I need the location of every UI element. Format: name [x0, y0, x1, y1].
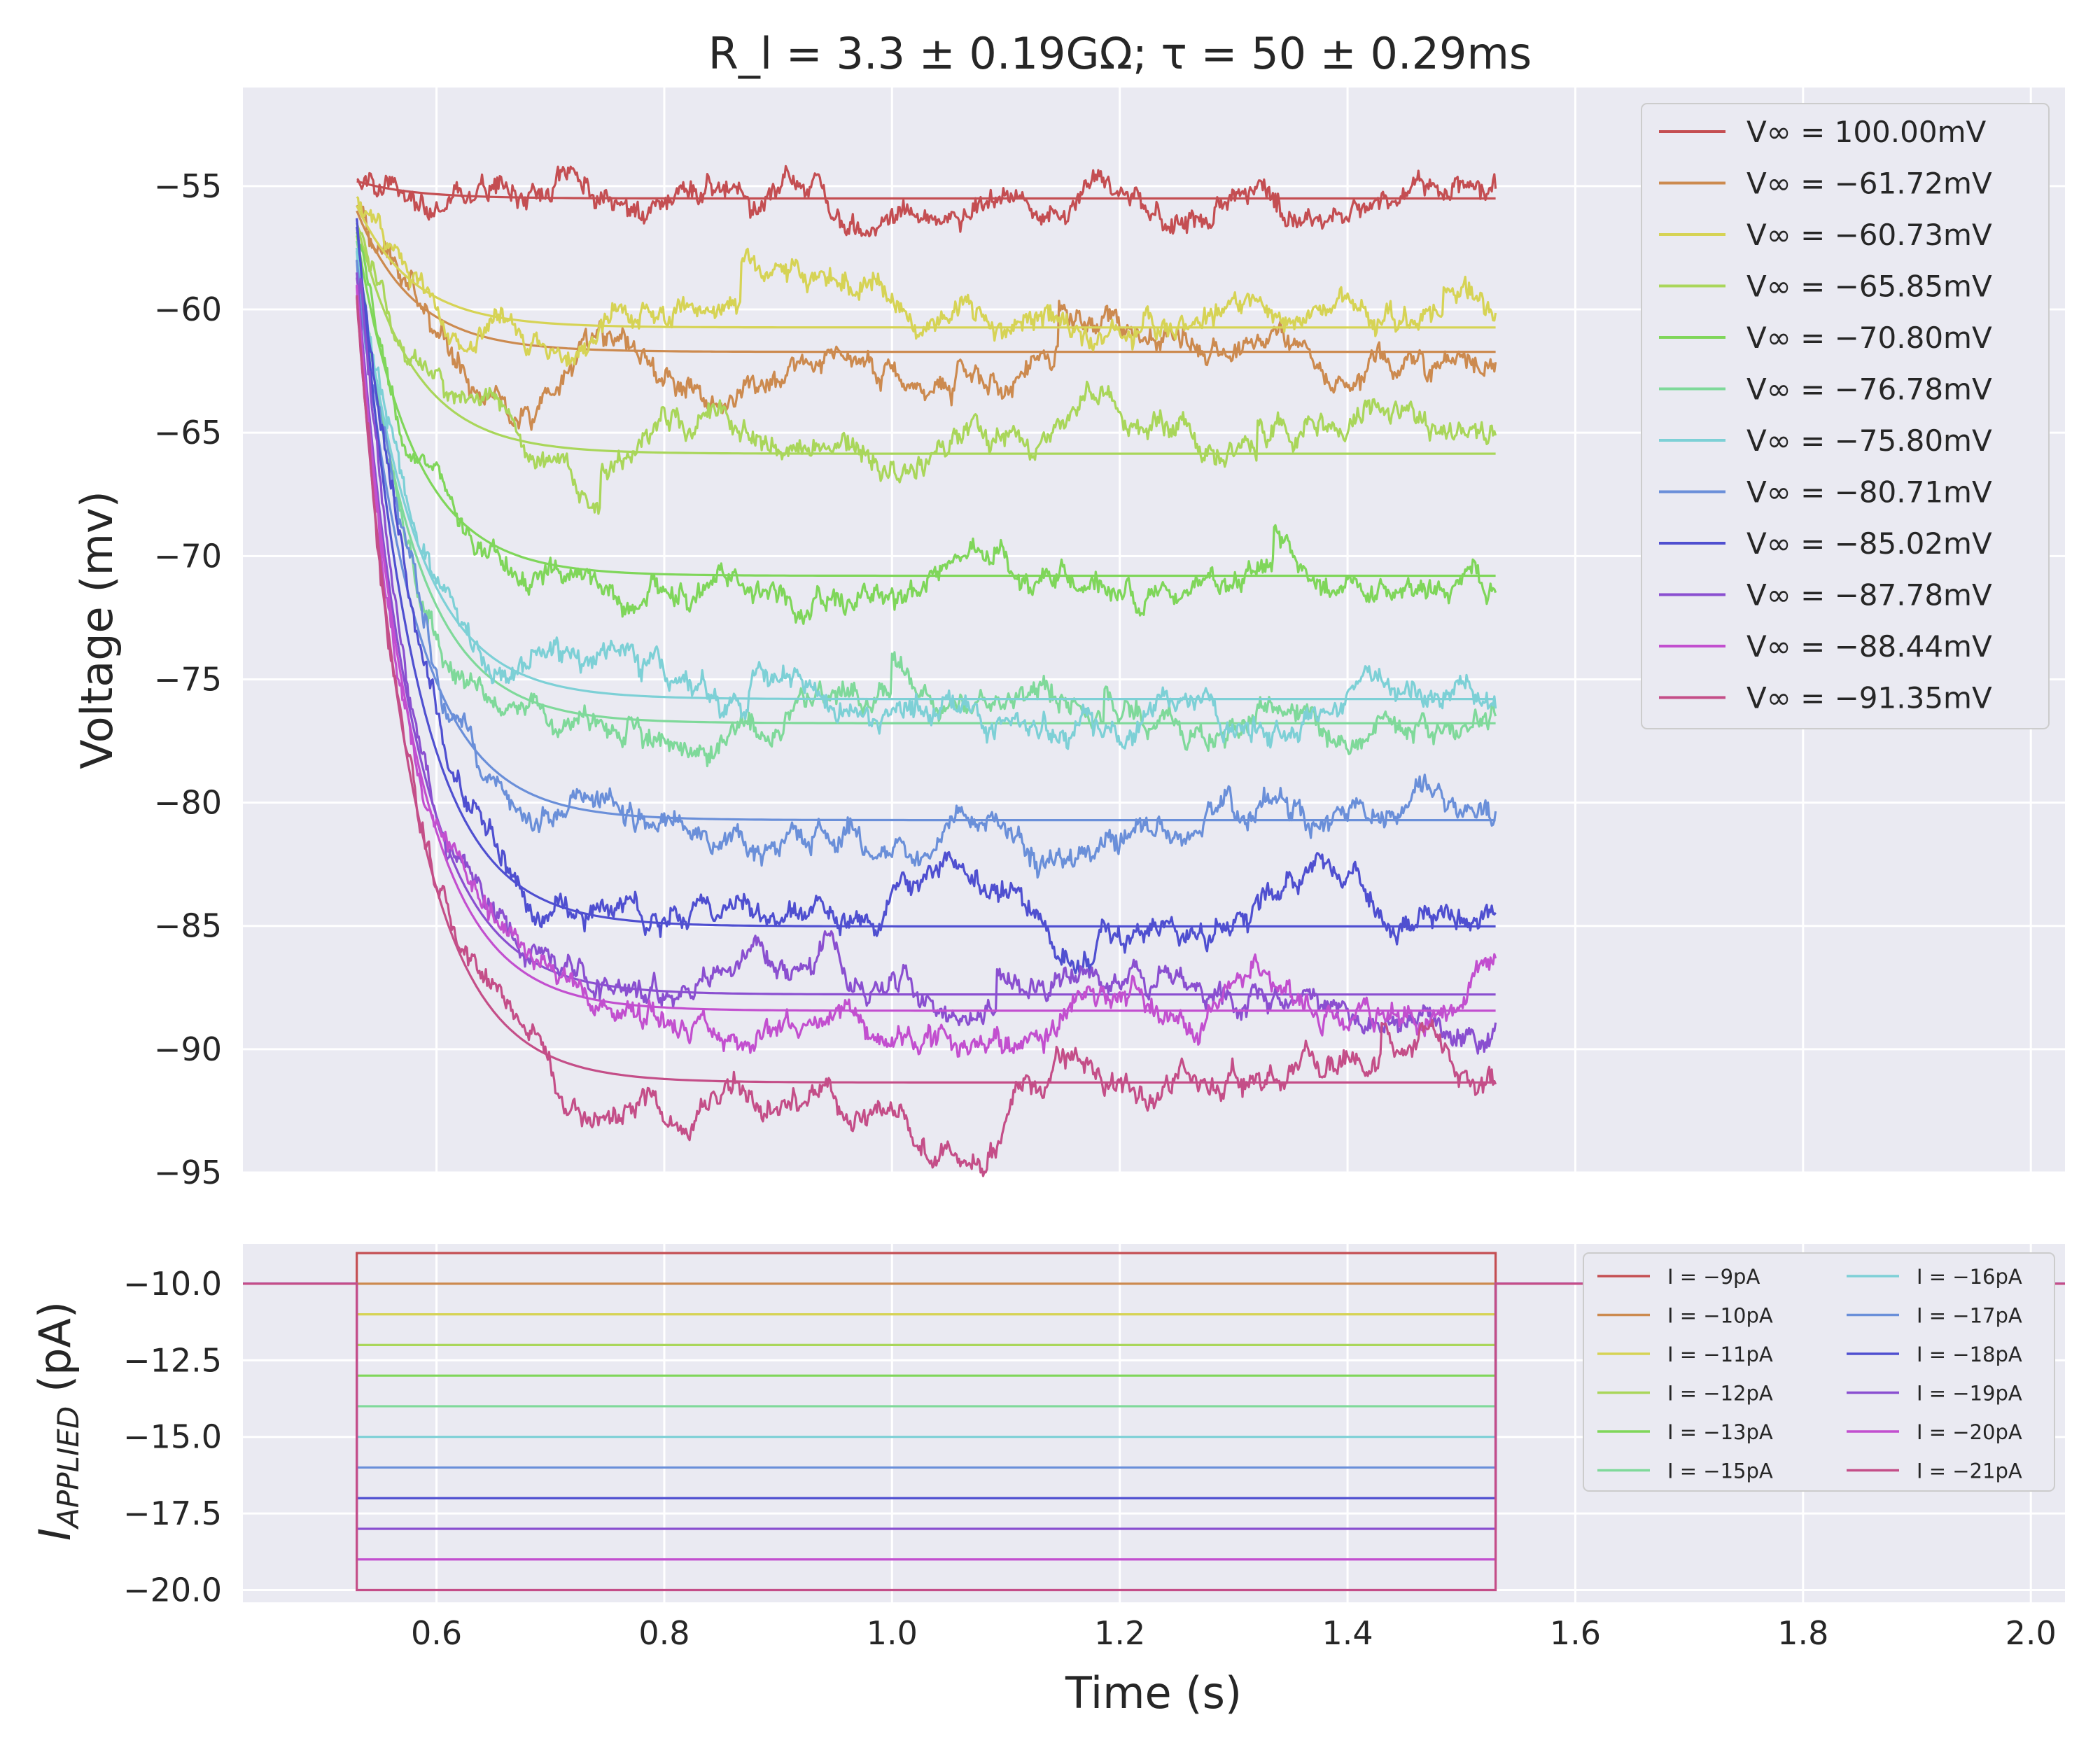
voltage-trace [356, 251, 1497, 750]
current-x-ticks: 0.6 0.8 1.0 1.2 1.4 1.6 1.8 2.0 [411, 1614, 2057, 1652]
x-tick-label: 1.0 [867, 1614, 918, 1652]
voltage-trace [356, 231, 1497, 625]
i-legend-label: I = −20pA [1917, 1420, 2022, 1444]
v-tick-label: −85 [154, 907, 222, 945]
voltage-fit [356, 247, 1496, 724]
i-legend-label: I = −11pA [1667, 1343, 1773, 1366]
i-legend-label: I = −12pA [1667, 1382, 1773, 1406]
current-y-ticks: −10.0 −12.5 −15.0 −17.5 −20.0 [123, 1265, 222, 1609]
current-y-axis-label: IAPPLIED (pA) [29, 1301, 85, 1541]
voltage-trace [356, 286, 1497, 1058]
voltage-fit [356, 210, 1496, 354]
voltage-trace [356, 164, 1497, 238]
voltage-fit [356, 247, 1496, 701]
v-legend-label: V∞ = −65.85mV [1746, 270, 1992, 304]
voltage-fit [356, 284, 1496, 1012]
i-tick-label: −10.0 [123, 1265, 222, 1303]
i-tick-label: −15.0 [123, 1418, 222, 1456]
x-tick-label: 0.8 [638, 1614, 690, 1652]
v-legend-label: V∞ = −70.80mV [1746, 321, 1992, 355]
v-tick-label: −75 [154, 660, 222, 698]
i-tick-label: −17.5 [123, 1494, 222, 1532]
voltage-fit [356, 223, 1496, 455]
v-legend-label: V∞ = −80.71mV [1746, 475, 1992, 510]
voltage-fit [356, 260, 1496, 822]
v-tick-label: −55 [154, 167, 222, 205]
i-tick-label: −12.5 [123, 1341, 222, 1379]
voltage-legend-entries: V∞ = 100.00mV V∞ = −61.72mV V∞ = −60.73mV V… [1659, 115, 1992, 715]
x-tick-label: 1.6 [1550, 1614, 1601, 1652]
chart-title: R_l = 3.3 ± 0.19GΩ; τ = 50 ± 0.29ms [708, 28, 1532, 79]
voltage-fit [356, 235, 1496, 578]
v-tick-label: −65 [154, 414, 222, 451]
voltage-fit [356, 180, 1496, 200]
v-legend-label: V∞ = −87.78mV [1746, 578, 1992, 612]
v-tick-label: −70 [154, 537, 222, 575]
x-tick-label: 1.2 [1094, 1614, 1145, 1652]
voltage-y-axis-label: Voltage (mv) [71, 491, 122, 769]
v-tick-label: −80 [154, 784, 222, 822]
voltage-panel: −55 −60 −65 −70 −75 −80 −85 −90 −95 Voltage (mv)… [71, 88, 2065, 1191]
i-legend-label: I = −17pA [1917, 1304, 2022, 1328]
x-tick-label: 0.6 [411, 1614, 462, 1652]
i-legend-label: I = −18pA [1917, 1343, 2022, 1366]
current-legend: I = −9pA I = −10pA I = −11pA I = −12pA I = −… [1583, 1252, 2055, 1492]
current-legend-box [1583, 1252, 2055, 1492]
x-tick-label: 1.8 [1777, 1614, 1828, 1652]
i-legend-label: I = −9pA [1667, 1265, 1760, 1289]
i-legend-label: I = −10pA [1667, 1304, 1773, 1328]
v-tick-label: −60 [154, 290, 222, 328]
x-tick-label: 2.0 [2005, 1614, 2057, 1652]
current-y-label-subscript: APPLIED [51, 1406, 85, 1530]
voltage-fit [356, 205, 1496, 329]
voltage-trace [356, 277, 1497, 1055]
v-legend-label: V∞ = −60.73mV [1746, 218, 1992, 252]
v-legend-label: V∞ = −91.35mV [1746, 681, 1992, 715]
current-y-label-main: I [29, 1528, 80, 1541]
v-legend-label: V∞ = −75.80mV [1746, 424, 1992, 458]
voltage-trace [356, 226, 1497, 976]
x-axis-label: Time (s) [1065, 1667, 1242, 1718]
i-legend-label: I = −21pA [1917, 1460, 2022, 1483]
i-legend-label: I = −15pA [1667, 1460, 1773, 1483]
i-legend-label: I = −13pA [1667, 1420, 1773, 1444]
v-legend-label: V∞ = −76.78mV [1746, 372, 1992, 407]
voltage-trace [356, 196, 1497, 367]
v-tick-label: −90 [154, 1030, 222, 1068]
voltage-fit [356, 218, 1496, 928]
voltage-fit [356, 297, 1496, 1084]
v-tick-label: −95 [154, 1154, 222, 1191]
i-legend-label: I = −16pA [1917, 1265, 2022, 1289]
voltage-legend-box [1641, 103, 2050, 729]
v-legend-label: V∞ = −61.72mV [1746, 167, 1992, 201]
x-tick-label: 1.4 [1322, 1614, 1373, 1652]
v-legend-label: V∞ = 100.00mV [1746, 115, 1986, 149]
voltage-legend: V∞ = 100.00mV V∞ = −61.72mV V∞ = −60.73mV V… [1641, 103, 2050, 729]
v-legend-label: V∞ = −85.02mV [1746, 526, 1992, 561]
v-legend-label: V∞ = −88.44mV [1746, 629, 1992, 664]
voltage-fit [356, 272, 1496, 996]
voltage-series [356, 164, 1497, 1177]
current-y-label-unit: (pA) [29, 1301, 80, 1406]
i-tick-label: −20.0 [123, 1571, 222, 1609]
current-legend-entries: I = −9pA I = −10pA I = −11pA I = −12pA I = −… [1597, 1265, 2022, 1483]
current-panel: −10.0 −12.5 −15.0 −17.5 −20.0 0.6 0.8 1.0 1.2 1.… [29, 1244, 2065, 1718]
voltage-trace [356, 223, 1497, 515]
voltage-trace [356, 260, 1497, 879]
voltage-trace [356, 201, 1497, 431]
voltage-y-ticks: −55 −60 −65 −70 −75 −80 −85 −90 −95 [154, 167, 222, 1191]
i-legend-label: I = −19pA [1917, 1382, 2022, 1406]
